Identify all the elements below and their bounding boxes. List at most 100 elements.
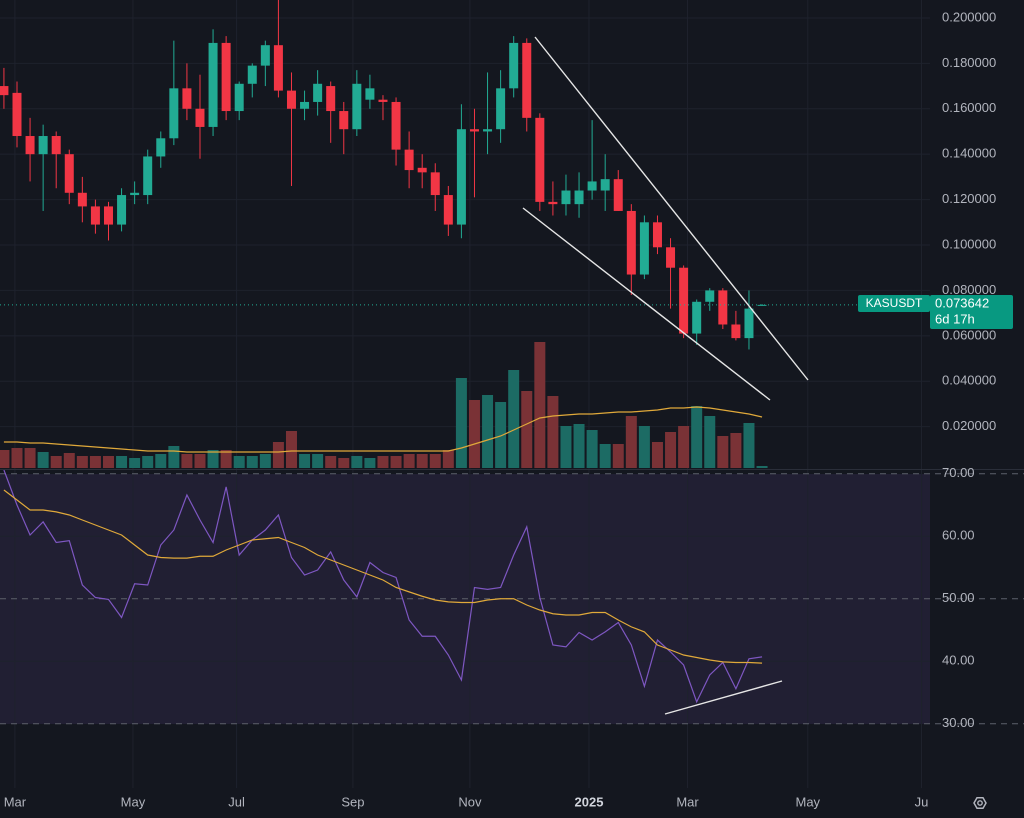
volume-bar [638,426,650,468]
candle-body [130,192,140,196]
y-tick-label: 0.100000 [942,236,996,251]
candle-body [404,149,414,171]
volume-bar [272,442,284,468]
volume-bar [312,454,324,468]
volume-bar [299,454,311,468]
price-layer [0,0,930,350]
volume-bar [717,436,729,468]
candle-body [313,83,323,102]
volume-bar [50,456,62,468]
candle-body [195,108,205,127]
candle-body [0,86,9,96]
volume-bar [285,431,297,468]
volume-bar [390,456,402,468]
volume-bar [482,395,494,468]
candle-body [208,42,218,127]
volume-layer [0,342,768,468]
candle-body [705,290,715,302]
candle-body [469,129,479,132]
candle-body [496,88,506,130]
candle-body [51,136,61,155]
volume-bar [468,400,480,468]
candle-body [378,99,388,102]
y-tick-label: 0.120000 [942,191,996,206]
symbol-box [858,295,930,312]
last-price-label: KASUSDT 0.073642 6d 17h [858,295,1013,329]
candle-body [509,42,519,89]
candle-body [613,179,623,211]
settings-icon[interactable] [973,797,987,809]
volume-bar [599,444,611,468]
symbol-label: KASUSDT [866,296,923,310]
volume-bar [246,456,258,468]
trendline-lower [522,207,771,401]
x-tick-label: Ju [915,794,929,809]
volume-bar [63,453,75,468]
candle-body [652,222,662,248]
volume-bar [116,456,128,468]
x-tick-label: Mar [676,794,699,809]
candle-body [156,138,166,157]
candle-body [64,154,74,193]
x-tick-label: Jul [228,794,245,809]
volume-bar [704,416,716,468]
candle-body [548,201,558,205]
countdown: 6d 17h [935,311,975,326]
volume-bar [756,466,768,468]
rsi-tick-label: 60.00 [942,528,975,543]
candle-body [430,172,440,196]
rsi-tick-label: 50.00 [942,590,975,605]
volume-bar [233,456,245,468]
volume-bar [11,448,23,468]
candle-body [679,267,689,334]
volume-bar [89,456,101,468]
candle-body [365,88,375,100]
candle-body [326,86,336,112]
volume-bar [442,450,454,468]
volume-bar [377,456,389,468]
candle-body [692,301,702,334]
candle-body [483,129,493,132]
settings-dot[interactable] [977,800,983,806]
rsi-trendline [664,680,783,715]
candle-body [12,92,22,137]
volume-bar [429,454,441,468]
y-tick-label: 0.200000 [942,9,996,24]
volume-bar [403,454,415,468]
rsi-tick-label: 30.00 [942,715,975,730]
volume-bar [534,342,546,468]
volume-bar [364,458,376,468]
candle-body [639,222,649,275]
volume-bar [102,456,114,468]
volume-bar [586,430,598,468]
volume-bar [207,450,219,468]
x-tick-label: May [796,794,821,809]
settings-hex[interactable] [973,797,987,809]
price-box [930,295,1013,329]
candle-body [38,136,48,155]
volume-bar [730,433,742,468]
volume-bar [24,448,36,468]
volume-bar [691,406,703,468]
y-tick-label: 0.040000 [942,373,996,388]
volume-bar [168,446,180,468]
rsi-line [3,470,763,704]
candle-body [574,190,584,205]
volume-bar [495,402,507,468]
candle-body [535,117,545,202]
candle-body [286,90,296,109]
candle-body [273,45,283,91]
rsi-ma-line [3,489,763,664]
candle-body [182,88,192,109]
volume-bar [155,454,167,468]
volume-bar [416,454,428,468]
candle-body [443,195,453,225]
trendline-upper [534,36,809,381]
candle-body [417,167,427,173]
volume-bar [560,426,572,468]
candle-body [234,83,244,112]
candle-body [666,247,676,268]
y-tick-label: 0.180000 [942,55,996,70]
volume-bar [547,396,559,468]
